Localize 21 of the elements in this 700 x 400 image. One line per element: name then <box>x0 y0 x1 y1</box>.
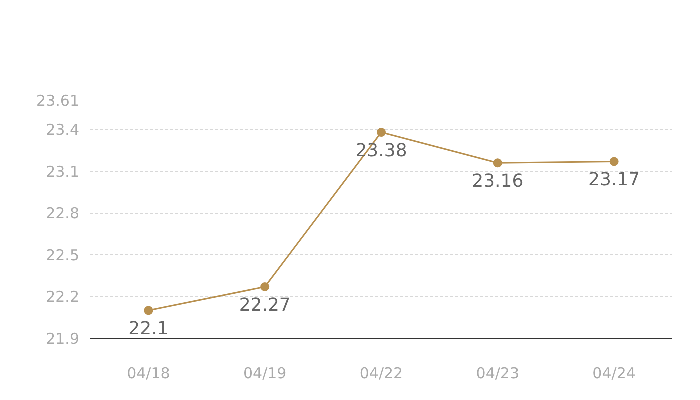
y-tick-label: 23.4 <box>46 121 80 140</box>
y-tick-label: 23.1 <box>46 162 80 181</box>
x-tick-label: 04/23 <box>476 364 520 382</box>
data-label: 22.27 <box>239 295 291 316</box>
point <box>377 128 386 138</box>
point <box>260 282 270 292</box>
y-tick-label: 22.8 <box>46 204 80 223</box>
point <box>610 157 619 166</box>
data-label: 23.17 <box>588 170 640 191</box>
x-tick-label: 04/22 <box>360 364 404 382</box>
y-tick-label: 21.9 <box>46 330 80 348</box>
y-tick-label: 22.2 <box>46 288 80 306</box>
x-tick-label: 04/24 <box>592 364 636 382</box>
data-label: 23.16 <box>472 171 524 192</box>
x-tick-label: 04/19 <box>243 364 287 382</box>
point <box>144 306 154 316</box>
y-tick-label: 22.5 <box>46 246 80 264</box>
point <box>493 158 502 168</box>
y-tick-label: 23.61 <box>36 92 80 110</box>
x-tick-label: 04/18 <box>127 364 170 382</box>
data-label: 22.1 <box>128 318 169 340</box>
